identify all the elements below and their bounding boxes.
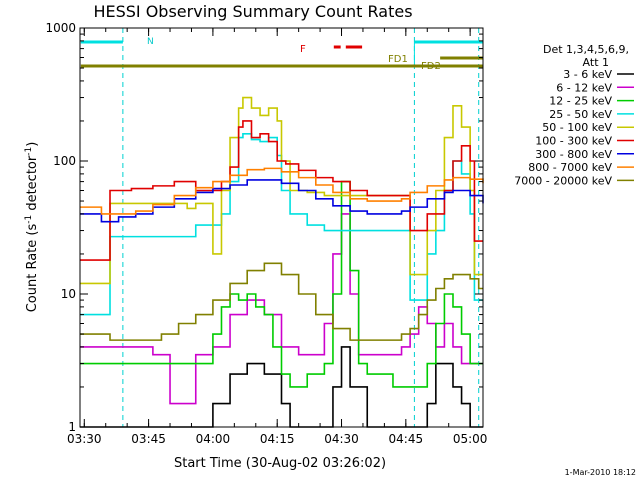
y-axis-label-sup2: -1 — [24, 147, 34, 156]
x-axis-label: Start Time (30-Aug-02 03:26:02) — [174, 456, 386, 471]
series-layer — [80, 96, 484, 428]
legend-label-1: 6 - 12 keV — [556, 81, 612, 94]
x-tick-label: 03:45 — [131, 432, 166, 446]
legend-label-4: 50 - 100 keV — [542, 121, 612, 134]
chart-title: HESSI Observing Summary Count Rates — [93, 2, 412, 21]
y-axis-label: Count Rate (s-1 detector-1) — [24, 142, 40, 313]
legend-header-line2: Att 1 — [583, 56, 609, 69]
series-line-8 — [80, 262, 483, 341]
legend-label-2: 12 - 25 keV — [549, 95, 612, 108]
legend-label-5: 100 - 300 keV — [535, 135, 612, 148]
plot-frame — [79, 27, 484, 428]
x-tick-label: 05:00 — [453, 432, 488, 446]
footer-timestamp: 1-Mar-2010 18:12 — [565, 468, 636, 477]
legend-label-3: 25 - 50 keV — [549, 108, 612, 121]
annotation-layer: N F FD1 FD2 — [147, 37, 441, 72]
series-line-0 — [80, 346, 483, 428]
series-line-2 — [80, 180, 483, 388]
annotation-n: N — [147, 37, 154, 47]
series-line-7 — [80, 167, 484, 215]
overlay-layer — [80, 28, 483, 427]
y-tick-label: 10 — [61, 287, 76, 301]
y-tick-label: 1 — [68, 420, 76, 434]
annotation-f: F — [300, 44, 306, 55]
y-axis-label-sup1: -1 — [24, 215, 34, 224]
y-tick-label: 100 — [53, 154, 76, 168]
annotation-fd2: FD2 — [421, 61, 441, 72]
legend-label-0: 3 - 6 keV — [563, 68, 612, 81]
tick-layer: 03:30 03:45 04:00 04:15 04:30 04:45 05:00 1 10 10… — [45, 21, 487, 446]
y-tick-label: 1000 — [45, 21, 76, 35]
legend-header-line1: Det 1,3,4,5,6,9, — [543, 43, 629, 56]
x-tick-label: 04:45 — [389, 432, 424, 446]
x-tick-label: 04:00 — [196, 432, 231, 446]
annotation-fd1: FD1 — [388, 54, 408, 65]
legend-label-7: 800 - 7000 keV — [528, 161, 612, 174]
x-tick-label: 03:30 — [67, 432, 102, 446]
legend-label-8: 7000 - 20000 keV — [514, 174, 612, 187]
x-tick-label: 04:15 — [260, 432, 295, 446]
x-tick-label: 04:30 — [324, 432, 359, 446]
y-axis-label-part1: Count Rate (s — [25, 224, 40, 313]
series-line-5 — [80, 120, 483, 261]
y-axis-label-part3: ) — [25, 142, 40, 147]
legend-label-6: 300 - 800 keV — [535, 148, 612, 161]
y-axis-label-part2: detector — [25, 155, 40, 215]
